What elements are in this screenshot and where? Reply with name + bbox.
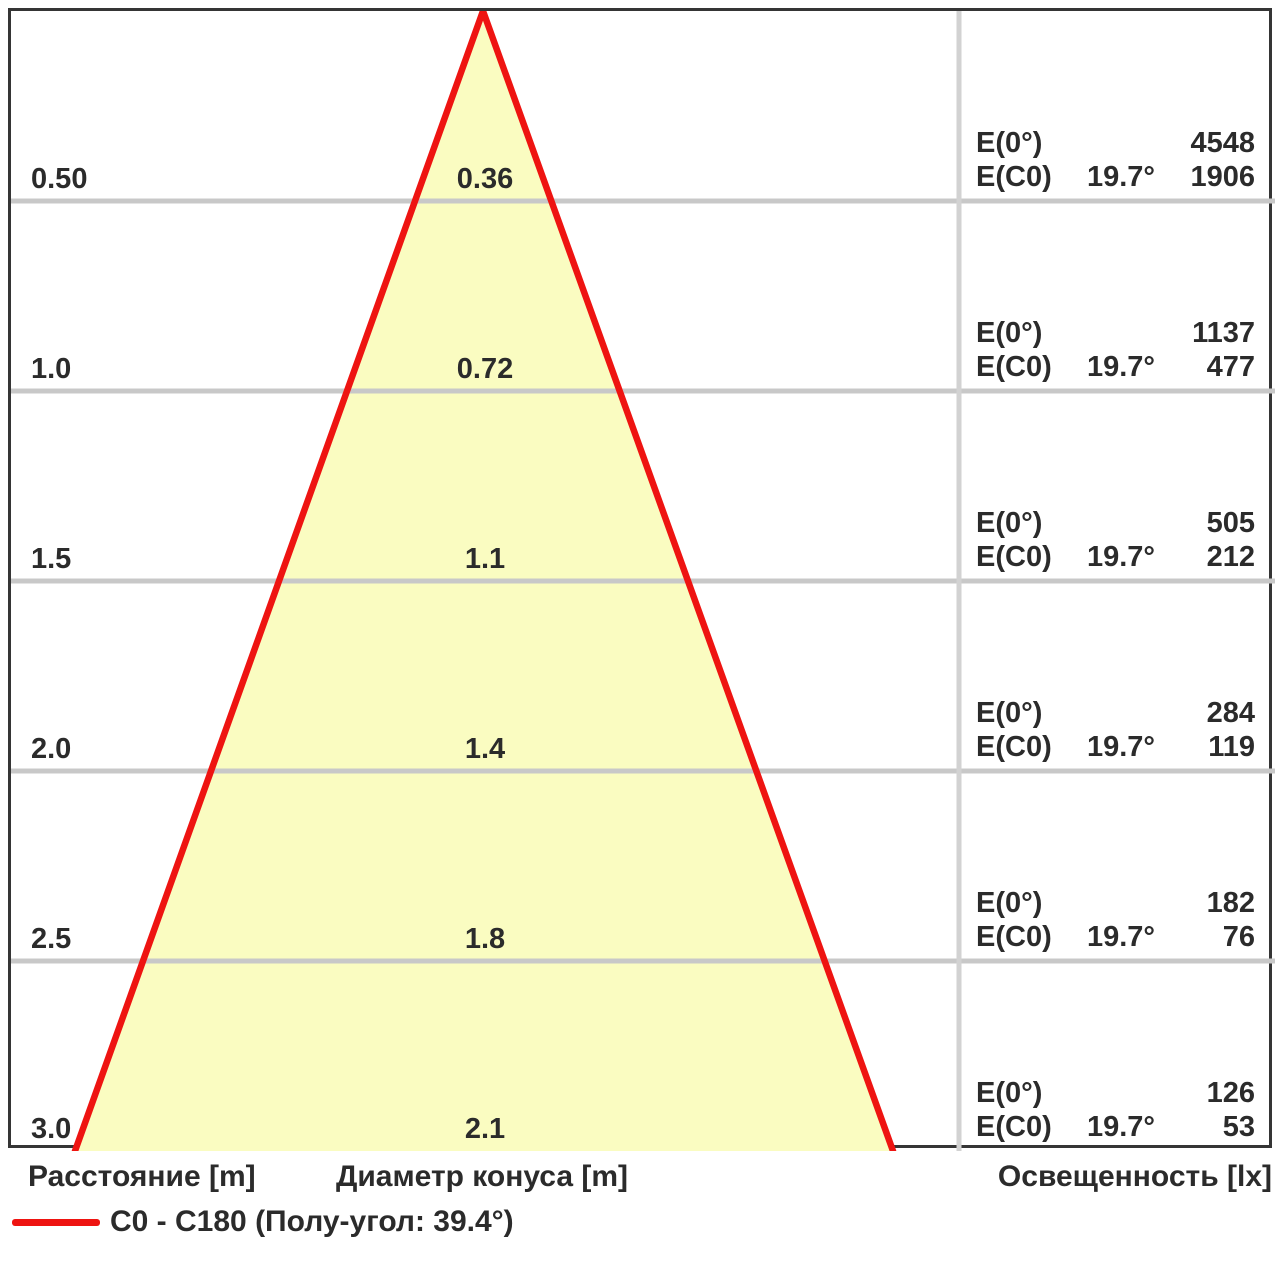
cone-diameter-label: 1.4	[464, 733, 506, 765]
cone-diameter-label: 0.36	[456, 163, 514, 195]
e0-label: E(0°)	[976, 1077, 1043, 1109]
cone-diagram-canvas	[11, 11, 1275, 1151]
distance-label: 3.0	[31, 1113, 72, 1145]
e0-value: 182	[1206, 887, 1255, 919]
cone-edge-left	[71, 11, 487, 1151]
e0-label: E(0°)	[976, 317, 1043, 349]
ec0-label: E(C0)	[976, 161, 1052, 193]
ec0-value: 212	[1206, 541, 1255, 573]
legend-red-line-swatch	[12, 1219, 100, 1226]
e0-value: 126	[1206, 1077, 1255, 1109]
legend: C0 - C180 (Полу-угол: 39.4°)	[0, 1202, 1280, 1242]
ec0-label: E(C0)	[976, 351, 1052, 383]
e0-value: 284	[1206, 697, 1255, 729]
distance-axis-label: Расстояние [m]	[28, 1160, 256, 1193]
distance-label: 1.5	[31, 543, 72, 575]
distance-label: 2.5	[31, 923, 72, 955]
ec0-value: 1906	[1190, 161, 1255, 193]
ec0-angle: 19.7°	[1086, 161, 1155, 193]
ec0-label: E(C0)	[976, 921, 1052, 953]
cone-diameter-label: 1.1	[464, 543, 506, 575]
ec0-angle: 19.7°	[1086, 351, 1155, 383]
cone-diameter-label: 2.1	[464, 1113, 506, 1145]
distance-label: 2.0	[31, 733, 72, 765]
cone-diameter-axis-label: Диаметр конуса [m]	[335, 1160, 629, 1193]
ec0-angle: 19.7°	[1086, 921, 1155, 953]
ec0-angle: 19.7°	[1086, 1111, 1155, 1143]
ec0-angle: 19.7°	[1086, 731, 1155, 763]
illuminance-axis-label: Освещенность [lx]	[997, 1160, 1272, 1193]
e0-label: E(0°)	[976, 887, 1043, 919]
ec0-label: E(C0)	[976, 731, 1052, 763]
distance-label: 1.0	[31, 353, 72, 385]
ec0-label: E(C0)	[976, 541, 1052, 573]
cone-edge-right	[479, 11, 897, 1151]
e0-value: 505	[1206, 507, 1255, 539]
e0-label: E(0°)	[976, 697, 1043, 729]
e0-label: E(0°)	[976, 507, 1043, 539]
legend-label: C0 - C180 (Полу-угол: 39.4°)	[110, 1205, 514, 1238]
ec0-value: 53	[1222, 1111, 1255, 1143]
distance-label: 0.50	[31, 163, 88, 195]
ec0-label: E(C0)	[976, 1111, 1052, 1143]
ec0-value: 76	[1222, 921, 1255, 953]
ec0-angle: 19.7°	[1086, 541, 1155, 573]
e0-value: 1137	[1192, 317, 1255, 349]
cone-diagram-table: 0.50 0.36 E(0°) 4548 E(C0) 19.7° 1906 1.…	[8, 8, 1275, 1151]
ec0-value: 477	[1206, 351, 1255, 383]
cone-diameter-label: 1.8	[464, 923, 506, 955]
e0-label: E(0°)	[976, 127, 1043, 159]
e0-value: 4548	[1190, 127, 1255, 159]
ec0-value: 119	[1208, 731, 1255, 763]
cone-diameter-label: 0.72	[456, 353, 514, 385]
